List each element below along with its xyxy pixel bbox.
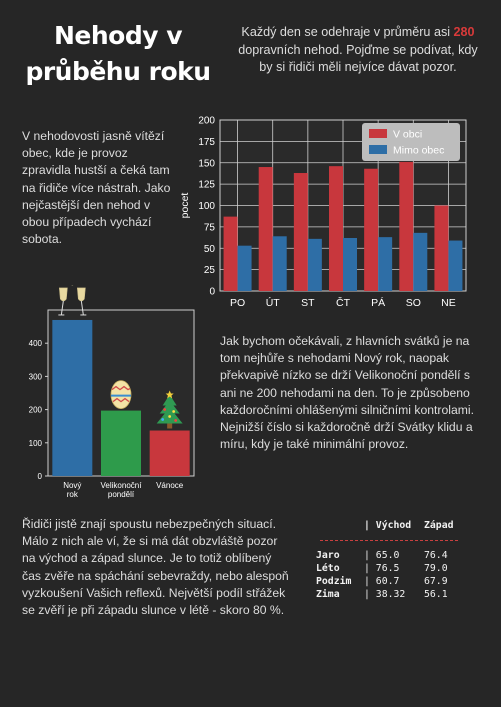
bar-so-series0: [399, 161, 414, 291]
table-cell: Léto: [316, 563, 340, 574]
table-cell: 76.4: [424, 550, 448, 561]
table-cell: 79.0: [424, 563, 448, 574]
y-tick-label: 25: [204, 265, 216, 276]
y-tick-label: 100: [29, 439, 43, 448]
y-tick-label: 50: [204, 244, 216, 255]
glass-stem: [80, 300, 84, 316]
y-tick-label: 200: [198, 116, 215, 127]
table-cell: | 76.5: [364, 563, 400, 574]
y-tick-label: 300: [29, 372, 43, 381]
y-tick-label: 175: [198, 137, 215, 148]
egg-zigzag: [111, 385, 131, 391]
y-tick-label: 0: [209, 287, 215, 298]
table-cell: Jaro: [316, 550, 340, 561]
x-tick-label: PÁ: [371, 296, 385, 309]
table-cell: | Východ: [364, 520, 412, 531]
y-axis-label: pocet: [179, 193, 191, 219]
champagne-glasses-icon: [58, 285, 87, 316]
y-tick-label: 200: [29, 406, 43, 415]
intro-text: Každý den se odehraje v průměru asi 280 …: [232, 24, 484, 77]
table-cell: [316, 520, 364, 536]
legend-swatch-1: [369, 145, 387, 154]
christmas-tree-icon: [156, 390, 183, 429]
table-header-row: | Východ Západ: [316, 520, 466, 536]
glass-left: [59, 287, 68, 302]
weekday-bar-chart: 0 25 50 75 100 125 150 175 200 PO ÚT ST ČT PÁ SO NE poce…: [179, 116, 467, 309]
x-tick-label: ČT: [336, 296, 351, 309]
ornament: [163, 408, 167, 411]
table-cell: Západ: [424, 520, 454, 531]
paragraph-area-comparison: V nehodovosti jasně vítězí obec, kde je …: [22, 129, 171, 247]
tree-star: [165, 390, 174, 399]
x-tick-label: Nový: [63, 481, 81, 490]
bar-pá-series0: [364, 168, 379, 291]
ornament: [168, 415, 172, 418]
y-tick-label: 0: [38, 472, 43, 481]
y-tick-label: 75: [204, 222, 216, 233]
intro-highlight-number: 280: [453, 25, 475, 39]
sunrise-sunset-table: | Východ Západ Jaro | 65.0 76.4 Léto | 76.5 79.…: [316, 520, 466, 602]
bar-ne-series1: [448, 240, 463, 291]
ornament: [172, 410, 176, 413]
table-cell: 56.1: [424, 589, 448, 600]
bar-so-series1: [413, 232, 428, 291]
bar-út-series0: [258, 167, 273, 291]
bar-út-series1: [272, 236, 287, 291]
table-separator: [316, 536, 466, 550]
page-title: Nehody v průběhu roku: [25, 21, 211, 86]
x-tick-label: Vánoce: [156, 481, 184, 490]
table-cell: | 65.0: [364, 550, 400, 561]
tree-layer: [162, 394, 177, 406]
ornament: [161, 418, 165, 421]
y-tick-label: 100: [198, 201, 215, 212]
legend: V obci Mimo obec: [362, 123, 460, 161]
x-tick-label: SO: [406, 297, 421, 309]
table-cell: | 38.32: [364, 589, 406, 600]
intro-before: Každý den se odehraje v průměru asi: [241, 25, 454, 39]
y-tick-label: 150: [198, 158, 215, 169]
table-cell: 67.9: [424, 576, 448, 587]
glass-stem: [60, 300, 64, 316]
y-tick-label: 125: [198, 180, 215, 191]
bar-pá-series1: [378, 237, 393, 291]
intro-after: dopravních nehod. Pojďme se podívat, kdy…: [238, 42, 478, 75]
bar-holiday-0: [52, 319, 93, 476]
table-row: Podzim | 60.7 67.9: [316, 576, 466, 589]
ornament: [174, 419, 178, 422]
table-row: Jaro | 65.0 76.4: [316, 550, 466, 563]
bar-holiday-2: [149, 430, 190, 476]
table-row: Zima | 38.32 56.1: [316, 589, 466, 602]
x-tick-label: ST: [301, 297, 315, 309]
bar-ne-series0: [434, 205, 449, 291]
easter-egg-icon: [110, 380, 132, 409]
table-row: Léto | 76.5 79.0: [316, 563, 466, 576]
x-tick-label: ÚT: [266, 296, 281, 309]
table-cell: | 60.7: [364, 576, 400, 587]
paragraph-wildlife: Řidiči jistě znají spoustu nebezpečných …: [22, 517, 289, 618]
bar-st-series1: [307, 238, 322, 291]
bar-čt-series0: [329, 166, 343, 291]
glass-right: [77, 287, 86, 302]
bar-holiday-1: [101, 410, 141, 476]
table-cell: Podzim: [316, 576, 352, 587]
bar-po-series0: [223, 216, 238, 291]
egg-zigzag: [112, 397, 130, 403]
bar-st-series0: [293, 173, 308, 291]
x-tick-label: rok: [67, 490, 79, 499]
bar-čt-series1: [343, 237, 357, 291]
legend-swatch-0: [369, 129, 387, 138]
paragraph-holidays: Jak bychom očekávali, z hlavních svátků …: [220, 334, 474, 452]
x-tick-label: Velikonoční: [101, 481, 143, 490]
bar-po-series1: [237, 245, 252, 291]
tree-trunk: [167, 423, 173, 429]
table-cell: Zima: [316, 589, 340, 600]
x-tick-label: pondělí: [108, 490, 135, 499]
legend-label-1: Mimo obec: [393, 145, 444, 157]
dashed-rule: [320, 540, 458, 550]
y-tick-label: 400: [29, 339, 43, 348]
x-tick-label: NE: [441, 297, 456, 309]
legend-label-0: V obci: [393, 129, 422, 141]
x-tick-label: PO: [230, 297, 245, 309]
